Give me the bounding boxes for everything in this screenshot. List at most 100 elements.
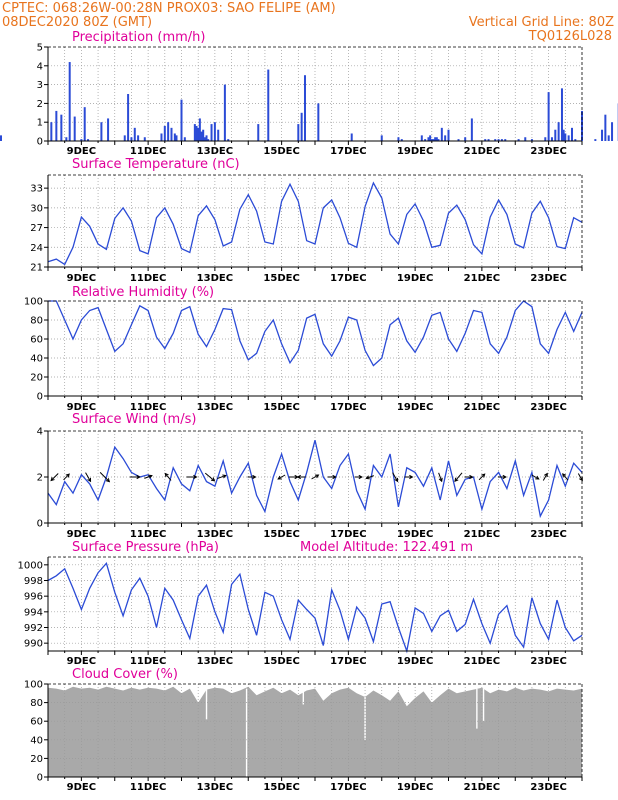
y-tick-label: 0: [37, 392, 43, 403]
cloud-title: Cloud Cover (%): [72, 667, 178, 682]
precip-bar: [68, 62, 71, 141]
precip-bar: [430, 139, 433, 141]
precip-bar: [601, 129, 604, 141]
y-tick-label: 60: [30, 717, 43, 728]
panel-pres: Surface Pressure (hPa) Model Altitude: 1…: [18, 540, 583, 667]
precip-bar: [570, 127, 573, 141]
wind-arrow-head: [105, 478, 111, 483]
x-date-label: 13DEC: [197, 402, 233, 413]
y-tick-label: 21: [30, 263, 43, 274]
wind-arrow: [217, 474, 226, 480]
precip-bar: [494, 139, 497, 141]
precip-bar: [564, 133, 567, 141]
pres-line: [47, 561, 583, 654]
precip-bar: [432, 139, 435, 141]
y-tick-label: 30: [30, 203, 43, 214]
precip-bar: [167, 122, 170, 141]
precip-bar: [397, 137, 400, 141]
rh-series-line: [48, 300, 583, 367]
wind-arrow: [99, 472, 110, 482]
x-date-label: 13DEC: [197, 782, 233, 793]
precip-bar: [60, 114, 63, 141]
precip-bar: [470, 118, 473, 141]
precip-bar: [567, 135, 570, 141]
precip-bar: [544, 137, 547, 141]
precip-bar: [437, 139, 440, 141]
precip-bars: [0, 62, 618, 141]
precip-bar: [107, 118, 110, 141]
pres-title: Surface Pressure (hPa): [72, 540, 219, 555]
pres-series-line: [47, 561, 583, 654]
y-tick-label: 80: [30, 316, 43, 327]
y-tick-label: 990: [24, 639, 43, 650]
wind-arrow: [392, 472, 399, 482]
panel-precip: Precipitation (mm/h) 0 1 2 3 4 5 9DEC 11DEC 13DE…: [0, 30, 618, 157]
precip-bar: [133, 127, 136, 141]
x-date-label: 21DEC: [464, 782, 500, 793]
cloud-grid: [48, 684, 582, 777]
y-tick-label: 20: [30, 373, 43, 384]
y-tick-label: 27: [30, 223, 43, 234]
x-date-label: 15DEC: [263, 782, 299, 793]
x-date-label: 15DEC: [263, 146, 299, 157]
precip-bar: [143, 137, 146, 141]
panel-temp: Surface Temperature (nC) 21 24 27 30 33 9DEC 1…: [30, 157, 583, 284]
x-date-label: 15DEC: [263, 656, 299, 667]
y-tick-label: 998: [24, 576, 43, 587]
x-date-label: 9DEC: [67, 782, 96, 793]
precip-bar: [130, 137, 133, 141]
y-tick-label: 40: [30, 354, 43, 365]
precip-bar: [203, 137, 206, 141]
wind-arrow: [577, 473, 583, 481]
rh-title: Relative Humidity (%): [72, 285, 214, 300]
wind-arrow: [50, 473, 59, 481]
y-tick-label: 3: [37, 80, 43, 91]
header-station: CPTEC: 068:26W-00:28N PROX03: SAO FELIPE…: [2, 1, 336, 16]
precip-bar: [223, 84, 226, 141]
wind-arrow-head: [252, 474, 257, 480]
y-tick-label: 992: [24, 623, 43, 634]
wind-arrow: [63, 473, 70, 481]
precip-bar: [380, 135, 383, 141]
wind-arrow-head: [394, 477, 399, 483]
x-date-label: 19DEC: [397, 273, 433, 284]
x-date-label: 19DEC: [397, 656, 433, 667]
precip-bar: [137, 135, 140, 141]
precip-bar: [350, 133, 353, 141]
precip-bar: [607, 135, 610, 141]
wind-arrow-head: [148, 474, 153, 479]
x-date-label: 17DEC: [330, 782, 366, 793]
x-date-label: 13DEC: [197, 273, 233, 284]
precip-bar: [180, 99, 183, 141]
precip-bar: [73, 116, 76, 141]
precip-bar: [200, 131, 203, 141]
x-date-label: 23DEC: [530, 402, 566, 413]
wind-arrow: [542, 473, 548, 481]
precip-bar: [300, 112, 303, 141]
x-date-label: 15DEC: [263, 402, 299, 413]
y-tick-label: 20: [30, 754, 43, 765]
precip-bar: [87, 139, 90, 141]
y-tick-label: 100: [24, 680, 43, 691]
x-date-label: 23DEC: [530, 146, 566, 157]
precip-bar: [557, 122, 560, 141]
wind-arrow-head: [87, 477, 92, 483]
precip-bar: [464, 137, 467, 141]
precip-bar: [560, 88, 563, 141]
wind-arrow-head: [562, 473, 567, 478]
precip-title: Precipitation (mm/h): [72, 30, 205, 45]
y-tick-label: 0: [37, 137, 43, 148]
y-tick-label: 60: [30, 335, 43, 346]
wind-axes: 0 2 4 9DEC 11DEC 13DEC 15DEC 17DEC 19DEC 21DEC 23D…: [37, 427, 583, 540]
pres-axes: 990 992 994 996 998 1000 9DEC 11DEC 13DEC 15DEC 17…: [18, 556, 583, 667]
precip-bar: [193, 124, 196, 141]
rh-axes: 0 20 40 60 80 100 9DEC 11DEC 13DEC 15DEC 17DEC 19DE…: [24, 297, 583, 413]
wind-arrow: [531, 474, 539, 480]
model-altitude: Model Altitude: 122.491 m: [300, 540, 473, 555]
y-tick-label: 994: [24, 607, 43, 618]
x-date-label: 21DEC: [464, 529, 500, 540]
header-run-date: 08DEC2020 80Z (GMT): [2, 15, 152, 30]
y-tick-label: 2: [37, 99, 43, 110]
x-date-label: 11DEC: [130, 402, 166, 413]
